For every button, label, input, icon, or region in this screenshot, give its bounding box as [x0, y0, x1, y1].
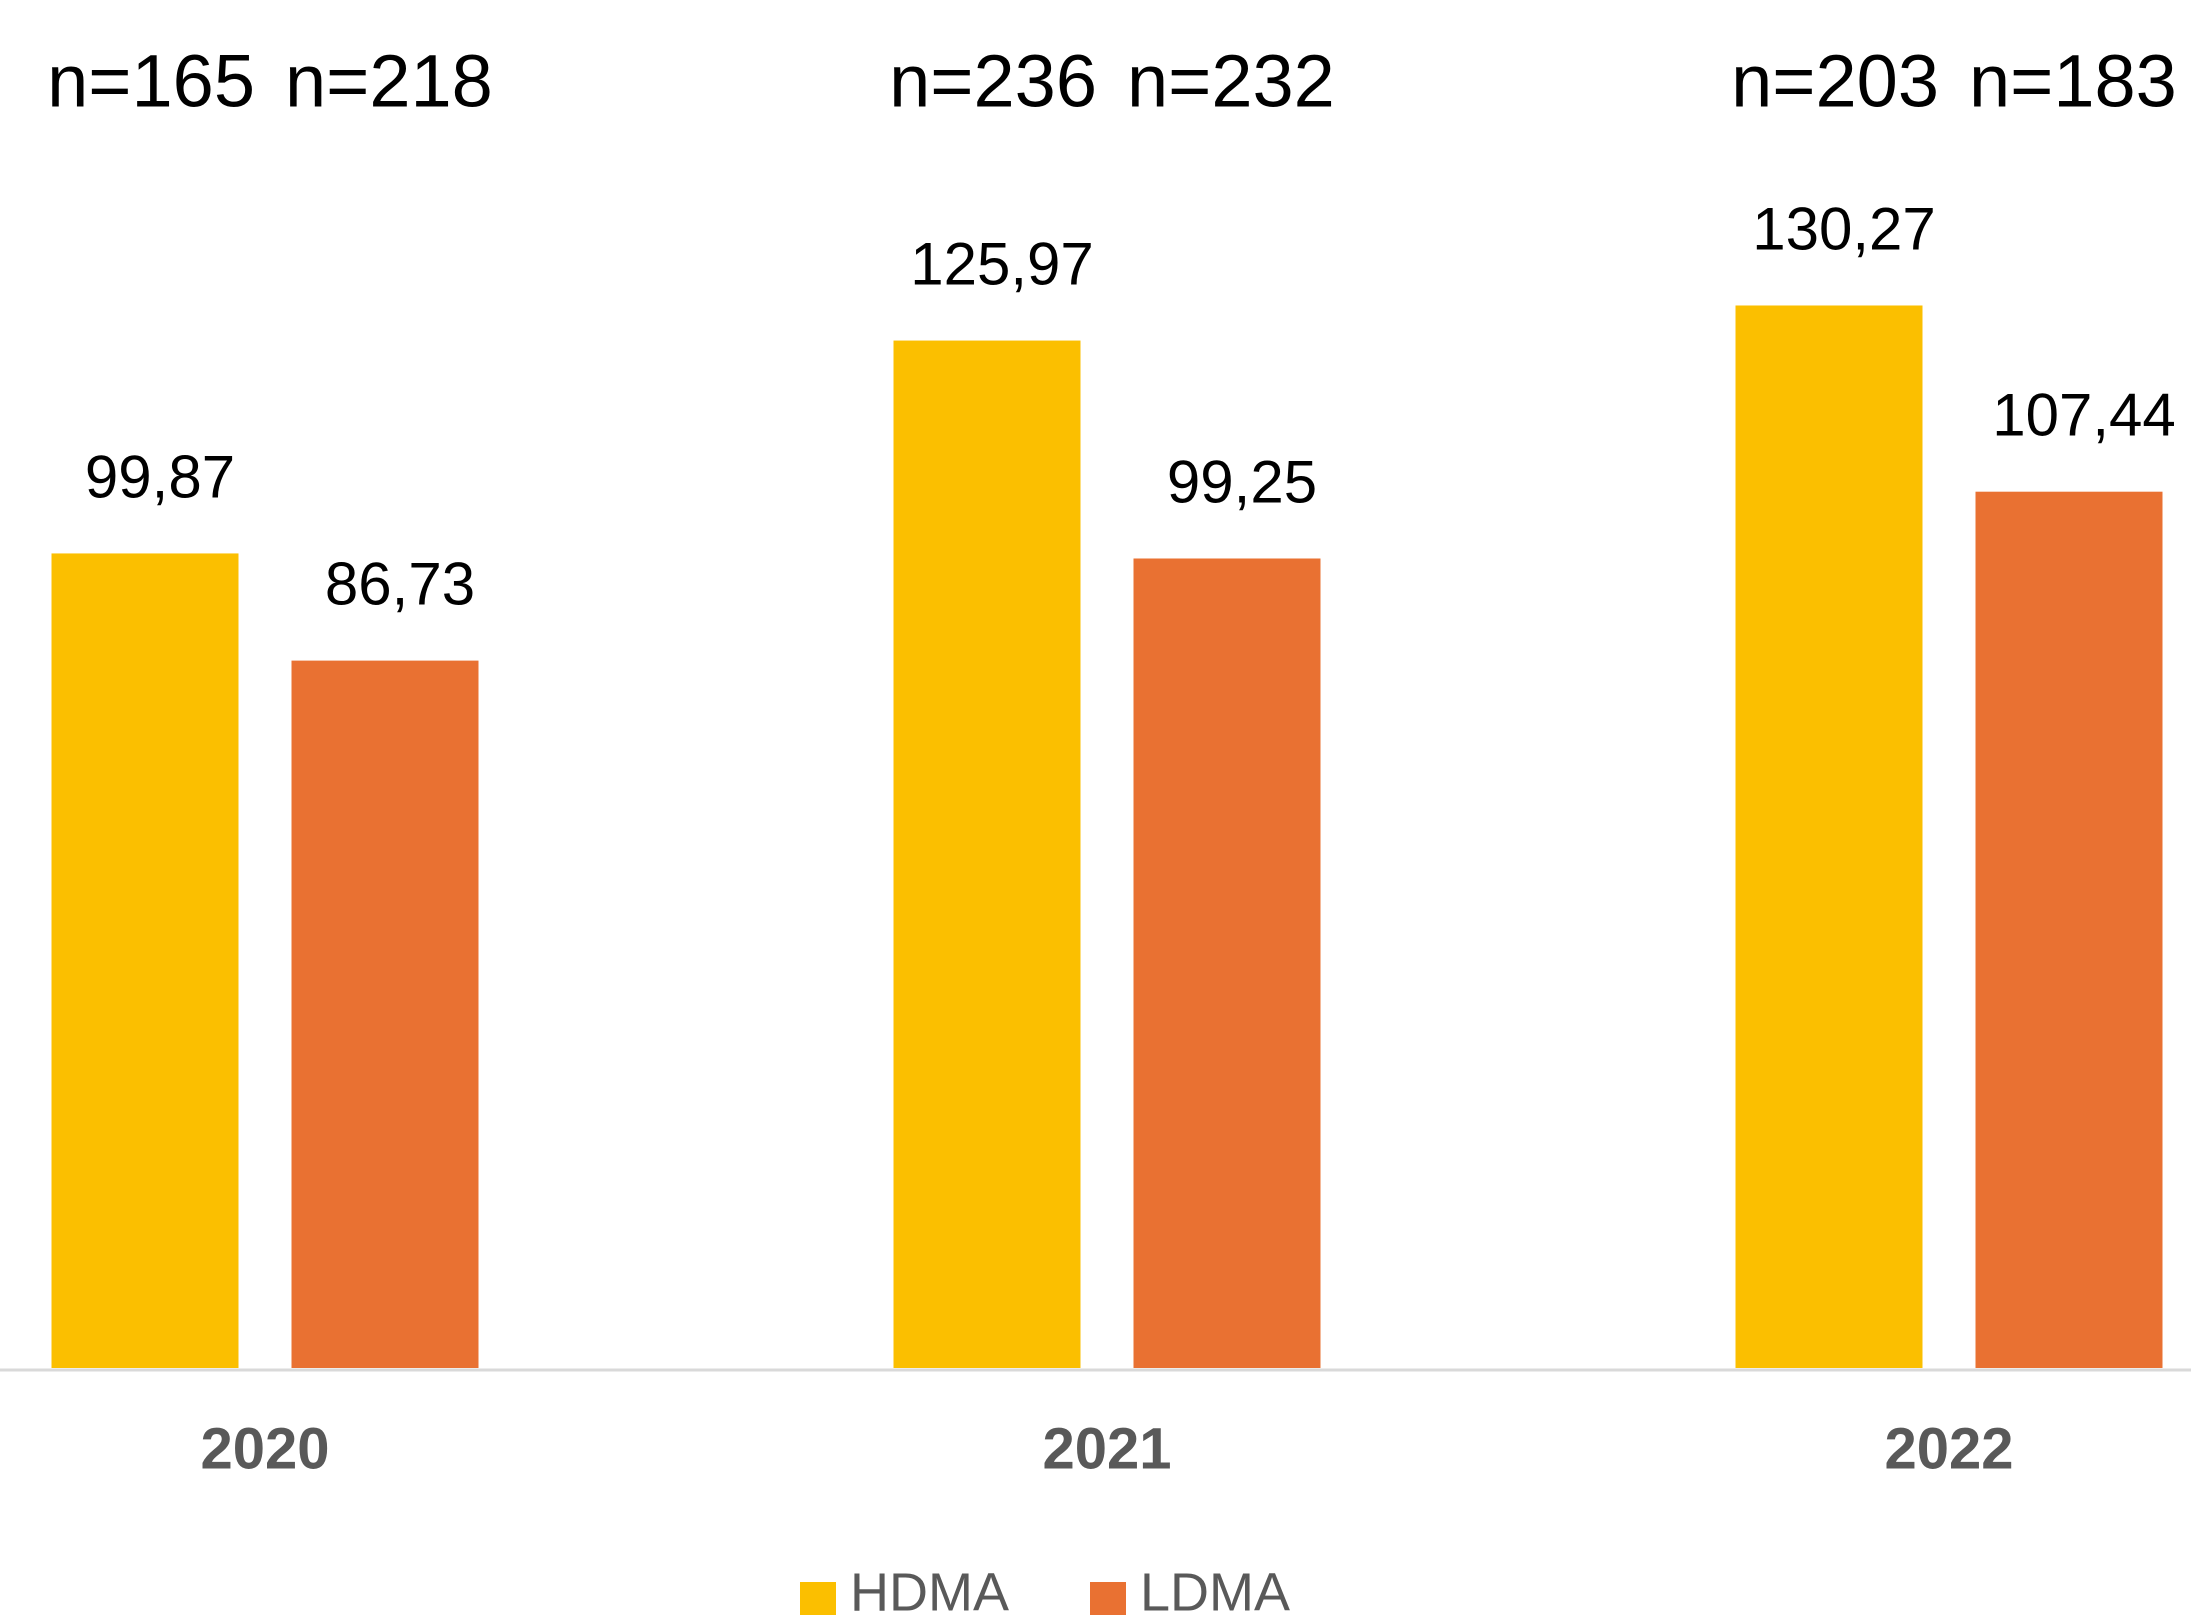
bar	[1735, 305, 1923, 1368]
n-label: n=232	[1127, 40, 1335, 123]
bar	[291, 660, 479, 1368]
legend-label: HDMA	[850, 1562, 1009, 1615]
n-label: n=165	[47, 40, 255, 123]
legend-label: LDMA	[1140, 1562, 1290, 1615]
x-tick-label: 2020	[200, 1416, 329, 1481]
value-label: 125,97	[910, 230, 1094, 297]
value-label: 99,25	[1167, 448, 1317, 515]
n-label: n=203	[1731, 40, 1939, 123]
legend-swatch	[800, 1582, 836, 1615]
value-label: 130,27	[1752, 195, 1936, 262]
bar	[1133, 558, 1321, 1368]
value-label: 107,44	[1992, 382, 2176, 449]
n-label: n=236	[889, 40, 1097, 123]
legend-swatch	[1090, 1582, 1126, 1615]
bar	[1975, 491, 2163, 1368]
value-label: 86,73	[325, 550, 475, 617]
value-label: 99,87	[85, 443, 235, 510]
n-label: n=218	[285, 40, 493, 123]
bar	[51, 553, 239, 1368]
n-label: n=183	[1969, 40, 2177, 123]
x-tick-label: 2022	[1884, 1416, 2013, 1481]
bar	[893, 340, 1081, 1369]
x-tick-label: 2021	[1042, 1416, 1171, 1481]
